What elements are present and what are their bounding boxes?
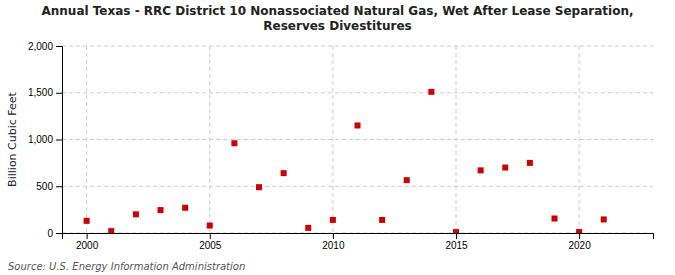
grid-line: [62, 139, 653, 140]
point: [256, 184, 262, 190]
grid-line: [456, 46, 457, 233]
tick: 2020: [569, 233, 592, 251]
point: [133, 211, 139, 217]
grid-line: [579, 46, 580, 233]
point: [231, 140, 237, 146]
source: Source: U.S. Energy Information Administ…: [8, 261, 245, 272]
point: [502, 165, 508, 171]
point: [305, 225, 311, 231]
point: [601, 216, 607, 222]
tick: 2,000: [28, 41, 62, 52]
point: [404, 177, 410, 183]
tick-mark: [210, 233, 211, 239]
tick-mark: [56, 233, 62, 234]
points: [84, 89, 607, 233]
point: [281, 170, 287, 176]
tick-mark: [333, 233, 334, 239]
tick-label: 2005: [199, 240, 222, 251]
tick-label: 1,500: [28, 87, 53, 98]
grid-line: [86, 46, 87, 233]
tick: 0: [47, 228, 62, 239]
grid-line: [62, 186, 653, 187]
plot-area: 2000 2005 2010 2015 2020 0 500 1,000 1,500 2,000: [28, 41, 654, 251]
point: [355, 122, 361, 128]
tick-label: 2010: [322, 240, 345, 251]
point: [158, 207, 164, 213]
title: Annual Texas - RRC District 10 Nonassoci…: [41, 4, 633, 33]
tick-label: 0: [47, 228, 53, 239]
tick-label: 2,000: [28, 41, 53, 52]
grid: [62, 46, 653, 233]
point: [428, 89, 434, 95]
tick: 2005: [199, 233, 222, 251]
point: [576, 229, 582, 233]
tick-mark: [56, 93, 62, 94]
point: [330, 217, 336, 223]
tick-mark: [456, 233, 457, 239]
point: [84, 218, 90, 224]
y-axis-title: Billion Cubic Feet: [6, 91, 19, 186]
tick: 2010: [322, 233, 345, 251]
tick: 1,000: [28, 134, 62, 145]
x-axis: 2000 2005 2010 2015 2020: [63, 233, 654, 251]
point: [182, 205, 188, 211]
tick-mark: [56, 186, 62, 187]
axis-line: [56, 47, 63, 234]
y-axis: 0 500 1,000 1,500 2,000: [28, 41, 63, 239]
grid-line: [209, 46, 210, 233]
tick-label: 1,000: [28, 134, 53, 145]
point: [379, 217, 385, 223]
axis-line: [63, 234, 654, 240]
point: [207, 223, 213, 229]
grid-line: [332, 46, 333, 233]
tick: 1,500: [28, 87, 62, 98]
point: [453, 229, 459, 233]
tick-label: 2000: [76, 240, 99, 251]
point: [478, 167, 484, 173]
tick: 2015: [445, 233, 468, 251]
tick: 500: [36, 181, 62, 192]
tick-mark: [87, 233, 88, 239]
point: [527, 160, 533, 166]
tick: 2000: [76, 233, 99, 251]
tick-mark: [579, 233, 580, 239]
chart: 2000 2005 2010 2015 2020 0 500 1,000 1,500 2,000 A…: [0, 0, 675, 275]
tick-label: 2020: [569, 240, 592, 251]
point: [108, 228, 114, 233]
grid-line: [62, 46, 653, 47]
tick-label: 500: [36, 181, 53, 192]
tick-mark: [56, 140, 62, 141]
tick-mark: [56, 46, 62, 47]
point: [552, 216, 558, 222]
grid-line: [62, 92, 653, 93]
tick-label: 2015: [445, 240, 468, 251]
